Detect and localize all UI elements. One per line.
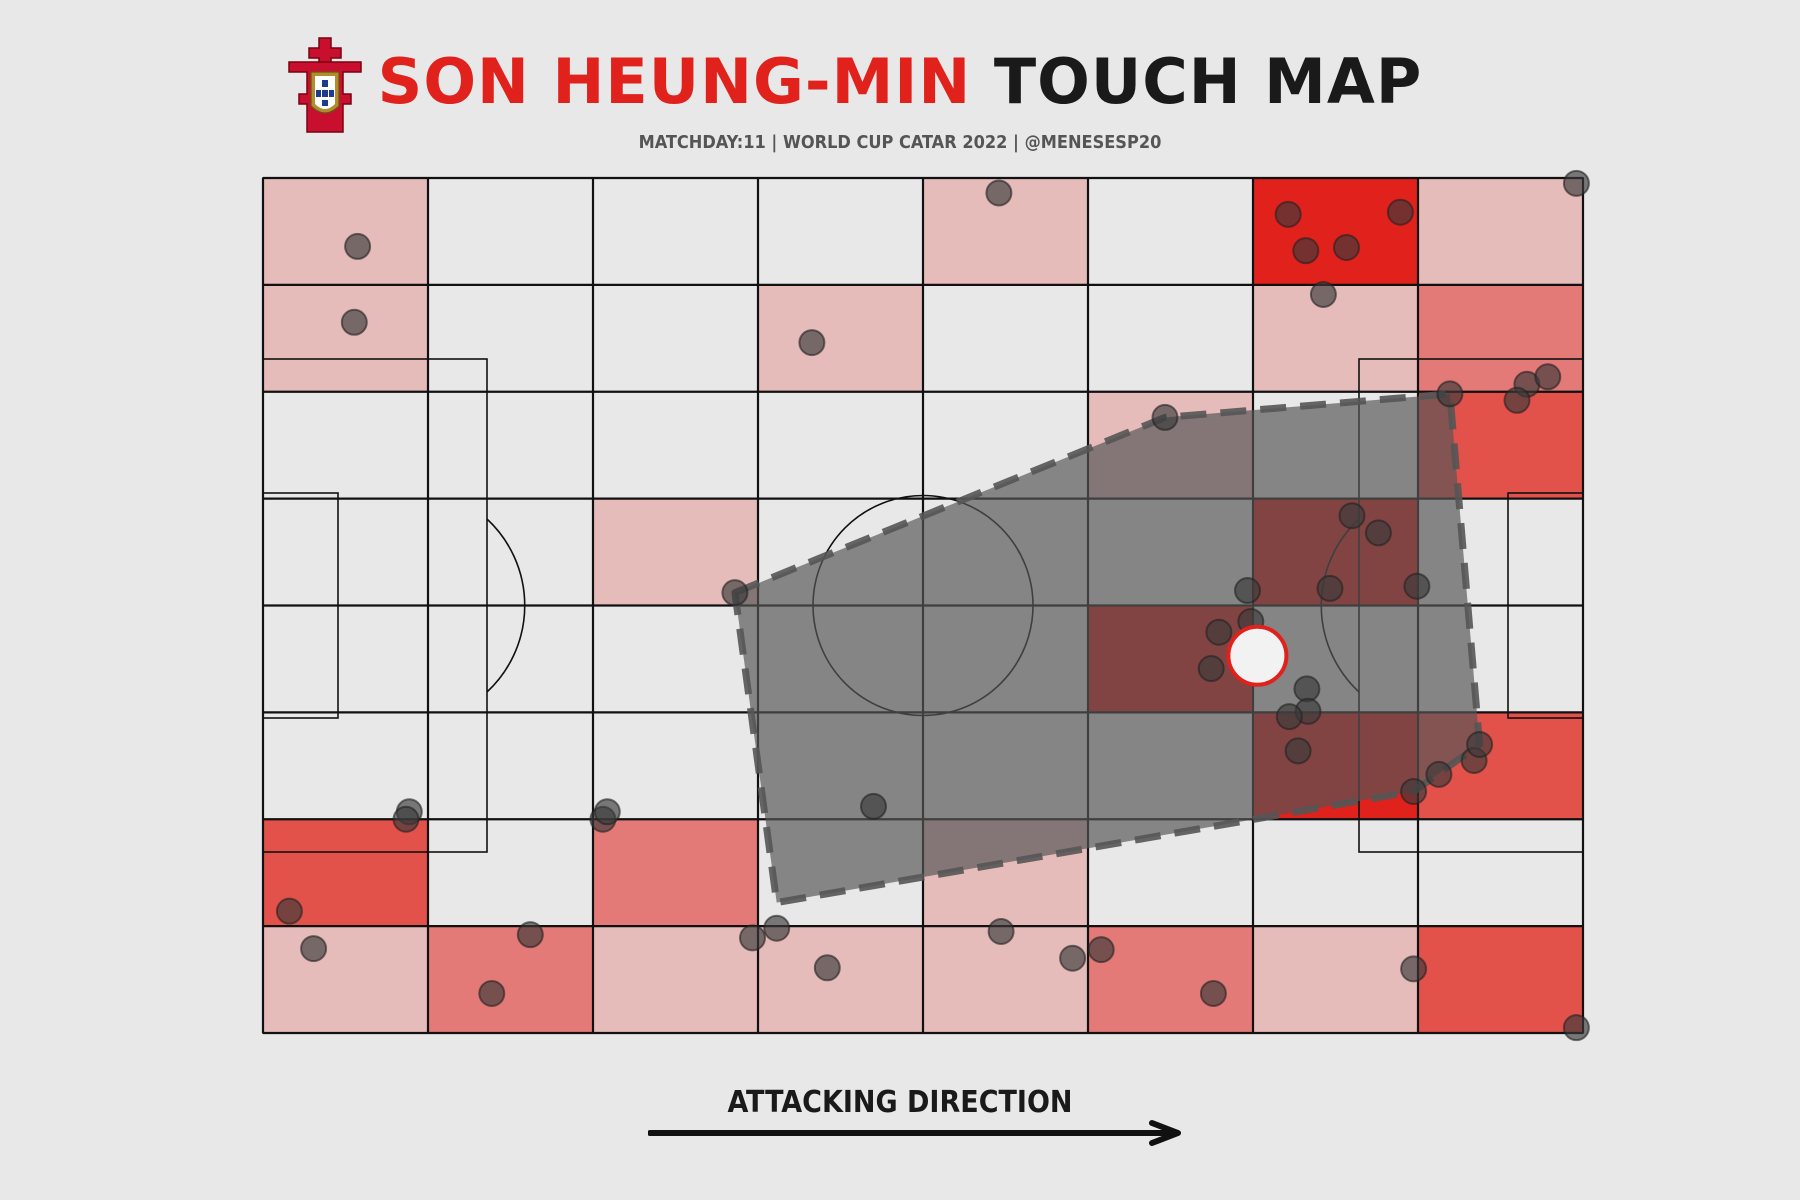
touch-point-8 bbox=[798, 329, 826, 357]
touch-point-50 bbox=[1562, 1014, 1590, 1042]
touch-point-32 bbox=[860, 792, 887, 820]
heat-bin-r6-c2 bbox=[593, 819, 758, 927]
chart-subtitle: MATCHDAY:11 | WORLD CUP CATAR 2022 | @ME… bbox=[638, 132, 1162, 153]
heat-bin-r7-c7 bbox=[1418, 926, 1583, 1033]
touch-point-47 bbox=[1199, 979, 1227, 1007]
touch-point-14 bbox=[1338, 502, 1366, 530]
touch-point-0 bbox=[344, 232, 372, 260]
touch-point-38 bbox=[300, 935, 328, 963]
touch-point-42 bbox=[763, 914, 791, 942]
title-player-name: SON HEUNG-MIN bbox=[377, 45, 972, 118]
touch-point-17 bbox=[1316, 574, 1344, 602]
heat-bin-r7-c5 bbox=[1088, 926, 1253, 1033]
touch-point-46 bbox=[1087, 936, 1115, 964]
touch-point-39 bbox=[516, 921, 544, 949]
touch-point-31 bbox=[721, 579, 749, 607]
portugal-fpf-crest-icon bbox=[288, 37, 362, 133]
heat-bin-r7-c2 bbox=[593, 926, 758, 1033]
touch-point-26 bbox=[1284, 737, 1312, 765]
touch-point-23 bbox=[1293, 675, 1321, 703]
touch-point-44 bbox=[987, 917, 1015, 945]
touch-point-29 bbox=[1425, 760, 1453, 788]
attacking-direction-label: ATTACKING DIRECTION bbox=[727, 1085, 1073, 1120]
touch-point-28 bbox=[1466, 730, 1494, 758]
touch-point-13 bbox=[1436, 380, 1464, 408]
heat-bin-r7-c1 bbox=[428, 926, 593, 1033]
touch-point-45 bbox=[1059, 944, 1087, 972]
heatmap-bins bbox=[263, 178, 1583, 1033]
touch-point-18 bbox=[1234, 577, 1261, 605]
touch-point-15 bbox=[1364, 519, 1392, 547]
touch-point-21 bbox=[1205, 618, 1233, 646]
touch-point-3 bbox=[1274, 200, 1302, 228]
touch-point-37 bbox=[275, 897, 303, 925]
touch-point-2 bbox=[985, 179, 1013, 207]
heat-bin-r7-c6 bbox=[1253, 926, 1418, 1033]
touch-point-7 bbox=[1309, 280, 1337, 308]
touch-point-22 bbox=[1197, 655, 1225, 683]
heat-bin-r1-c6 bbox=[1253, 284, 1418, 392]
touch-point-49 bbox=[1562, 169, 1590, 197]
touch-point-34 bbox=[392, 805, 420, 833]
heat-bin-r7-c0 bbox=[263, 926, 428, 1033]
chart-title: SON HEUNG-MIN TOUCH MAP bbox=[0, 45, 1800, 118]
touch-points bbox=[275, 169, 1590, 1042]
touch-point-40 bbox=[478, 979, 506, 1007]
heat-bin-r0-c0 bbox=[263, 178, 428, 285]
touch-point-48 bbox=[1400, 955, 1428, 983]
title-rest: TOUCH MAP bbox=[993, 45, 1423, 118]
average-position-marker bbox=[1226, 624, 1289, 687]
heat-bin-r7-c3 bbox=[758, 926, 923, 1033]
touch-point-1 bbox=[340, 308, 368, 336]
touch-point-30 bbox=[1400, 777, 1428, 805]
heat-bin-r1-c0 bbox=[263, 284, 428, 392]
heat-bin-r1-c3 bbox=[758, 284, 923, 392]
touch-point-10 bbox=[1534, 363, 1562, 391]
touch-point-36 bbox=[593, 798, 621, 826]
heat-bin-r0-c6 bbox=[1253, 178, 1418, 285]
touch-point-43 bbox=[813, 954, 841, 982]
average-position bbox=[1226, 624, 1289, 687]
attacking-direction-arrow-icon bbox=[648, 1120, 1181, 1146]
convex-hull-area bbox=[731, 390, 1484, 907]
touch-point-41 bbox=[739, 924, 766, 952]
touch-point-4 bbox=[1292, 237, 1320, 265]
touch-point-11 bbox=[1503, 386, 1531, 414]
touch-point-6 bbox=[1386, 198, 1414, 226]
touch-point-5 bbox=[1333, 233, 1360, 261]
touch-convex-hull bbox=[731, 390, 1484, 907]
touch-point-16 bbox=[1403, 572, 1431, 600]
touch-point-25 bbox=[1275, 703, 1303, 731]
heat-bin-r0-c7 bbox=[1418, 178, 1583, 285]
touch-point-12 bbox=[1151, 403, 1179, 431]
